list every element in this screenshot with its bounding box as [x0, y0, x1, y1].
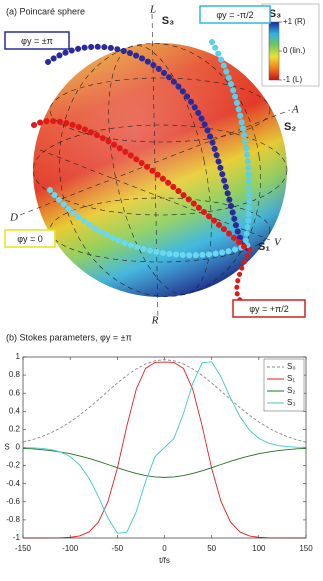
series-line [23, 361, 306, 539]
meridian [108, 45, 212, 295]
annotation-label: φy = 0 [17, 234, 43, 244]
series-line [22, 361, 307, 534]
pole-label: L [149, 4, 156, 16]
colorbar-bar [268, 21, 280, 81]
legend-label: S₂ [287, 386, 295, 395]
colorbar-title: S₃ [269, 8, 281, 20]
y-tick-label: 0.6 [9, 388, 21, 397]
y-tick-label: -0.2 [6, 461, 20, 470]
x-tick-label: 0 [162, 544, 167, 553]
colorbar-tick-label: 0 (lin.) [283, 46, 306, 55]
annotation-label: φy = +π/2 [249, 304, 289, 314]
y-tick-label: -0.4 [6, 479, 20, 488]
y-tick-label: 0.4 [9, 406, 21, 415]
latitude [49, 197, 271, 263]
legend-frame [263, 358, 305, 412]
annotation-box [4, 229, 56, 248]
y-tick-label: 0.2 [9, 425, 21, 434]
plot-frame [22, 356, 307, 539]
annotation-label: φy = -π/2 [216, 10, 253, 20]
x-tick-label: 50 [207, 544, 216, 553]
point-label: V [274, 237, 282, 249]
x-tick-label: -100 [62, 544, 79, 553]
sphere-shading [33, 43, 287, 297]
series-line [22, 447, 307, 478]
y-tick-label: 0 [16, 443, 21, 452]
x-tick-label: 150 [299, 544, 313, 553]
series-line [22, 359, 307, 443]
x-tick-label: -50 [112, 544, 124, 553]
axis-label: S₃ [162, 15, 174, 27]
trajectory-minus-half-pi [209, 39, 253, 248]
legend-label: S₃ [287, 398, 296, 407]
legend-label: S₁ [287, 374, 295, 383]
trajectory-half-pi [31, 118, 251, 253]
colorbar-tick-label: -1 (L) [283, 75, 302, 84]
panel-b-title: (b) Stokes parameters, φy = ±π [6, 332, 132, 342]
pole-label: R [151, 315, 159, 327]
panel-a-title: (a) Poincaré sphere [6, 6, 85, 16]
point-label: D [9, 212, 18, 224]
equator [32, 124, 288, 216]
trajectories [31, 39, 253, 303]
annotation-box [4, 31, 70, 50]
point-label: A [291, 104, 299, 116]
trajectory-zero [47, 187, 251, 259]
y-tick-label: -0.8 [6, 515, 20, 524]
y-tick-label: -0.6 [6, 497, 20, 506]
trajectory-half-pi-tail [234, 247, 253, 303]
annotation-box [232, 299, 306, 318]
axis-label: S₁ [258, 241, 270, 253]
x-axis-label: t/fs [159, 556, 170, 565]
axis-label: S₂ [284, 121, 296, 133]
sphere: L S₃ A S₂ D V S₁ R [9, 4, 299, 327]
x-tick-label: -150 [15, 544, 32, 553]
y-tick-label: 1 [16, 352, 21, 361]
axis-s2 [19, 109, 291, 216]
annotation-label: φy = ±π [21, 36, 53, 46]
colorbar: S₃ +1 (R) 0 (lin.) -1 (L) [261, 3, 320, 87]
legend-label: S₀ [287, 362, 296, 371]
sphere-grid [19, 13, 291, 321]
axis-s3 [151, 13, 159, 321]
trajectory-pi [45, 43, 253, 253]
y-tick-label: 0.8 [9, 370, 21, 379]
y-tick-label: -1 [13, 533, 21, 542]
x-tick-label: 100 [252, 544, 266, 553]
latitude [49, 77, 271, 143]
meridian [59, 43, 261, 297]
colorbar-tick-label: +1 (R) [283, 17, 306, 26]
y-axis-label: S [4, 443, 9, 452]
annotation-box [199, 5, 271, 24]
